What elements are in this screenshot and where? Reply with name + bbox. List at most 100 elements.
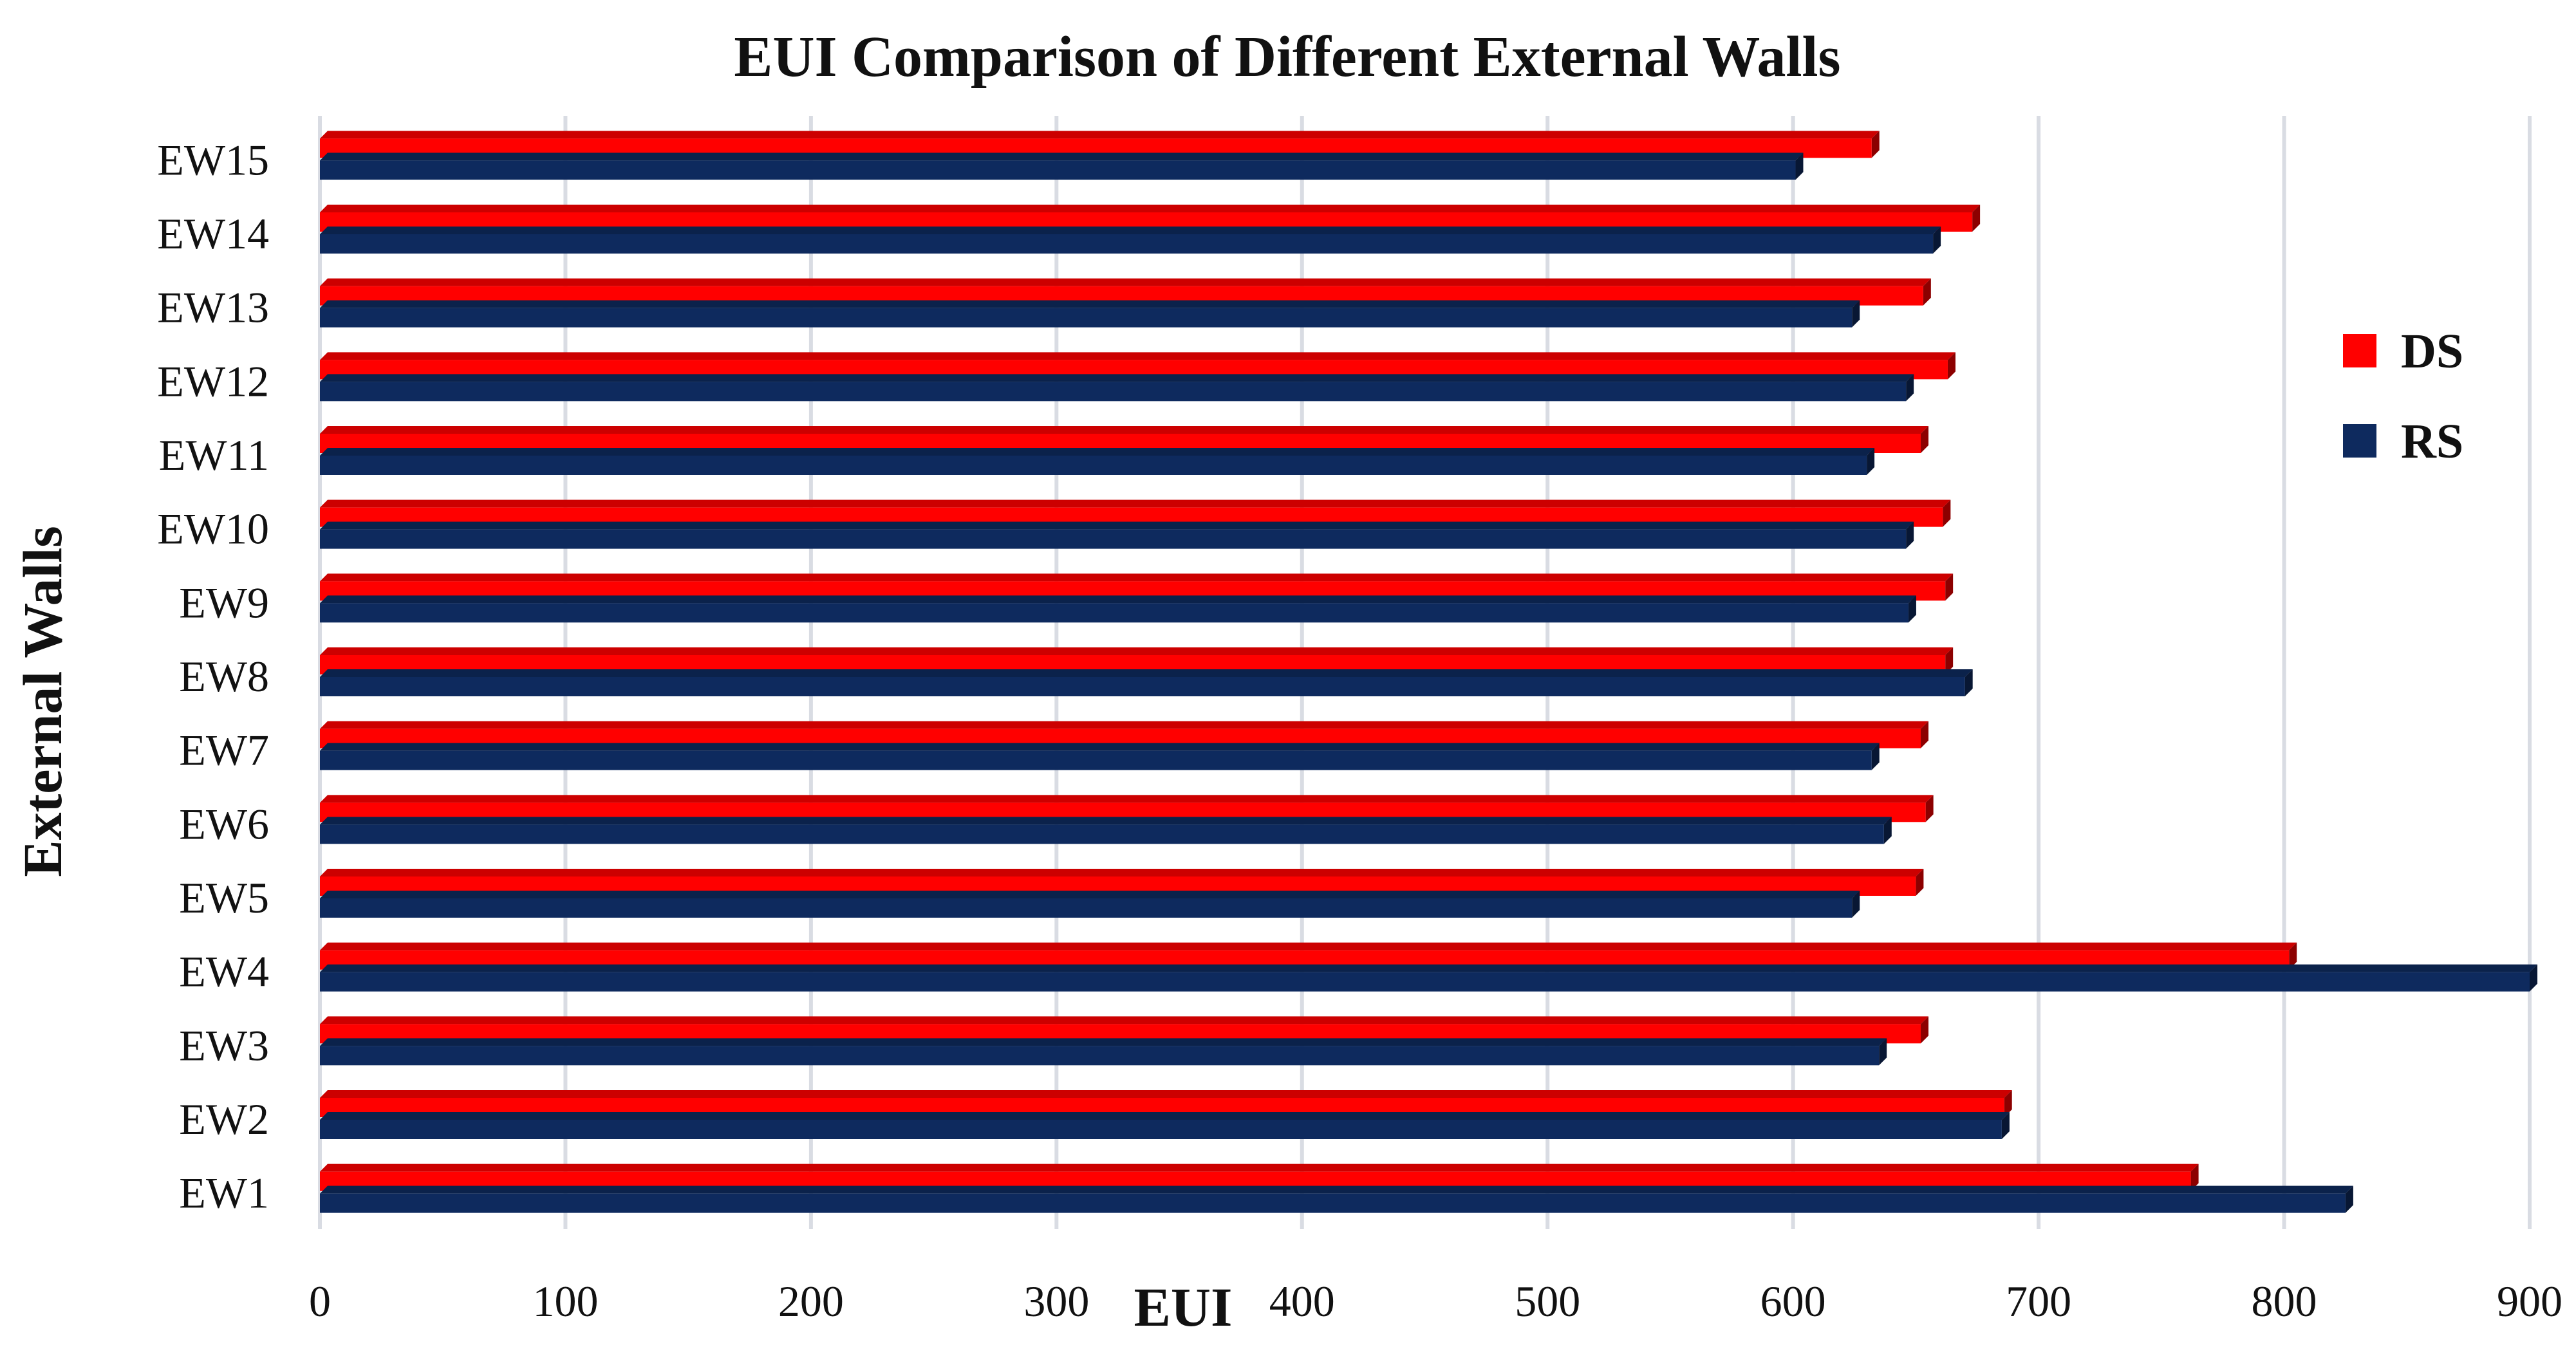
bar-ds-ew3-end xyxy=(1921,1016,1929,1044)
bar-rs-ew2 xyxy=(320,1120,2002,1139)
bar-ds-ew8-top xyxy=(320,647,1954,655)
bar-rs-ew11 xyxy=(320,456,1867,475)
x-tick-label-400: 400 xyxy=(1269,1277,1335,1326)
category-label-ew2: EW2 xyxy=(179,1095,269,1144)
bar-ds-ew13-end xyxy=(1923,278,1931,306)
category-label-ew6: EW6 xyxy=(179,799,269,848)
legend: DS RS xyxy=(2343,324,2463,468)
bar-rs-ew14-top xyxy=(320,227,1941,234)
bar-rs-ew1-end xyxy=(2345,1185,2353,1213)
bar-rs-ew11-end xyxy=(1867,448,1875,475)
legend-label-ds: DS xyxy=(2401,324,2463,378)
bar-ds-ew1-end xyxy=(2190,1164,2199,1191)
bar-ds-ew5-end xyxy=(1916,869,1924,896)
category-label-ew7: EW7 xyxy=(179,726,269,775)
x-tick-label-300: 300 xyxy=(1023,1277,1089,1326)
bar-rs-ew13-end xyxy=(1852,300,1860,328)
bar-ds-ew2-top xyxy=(320,1090,2012,1098)
bar-rs-ew12-end xyxy=(1906,374,1914,402)
bar-rs-ew12 xyxy=(320,382,1907,402)
bar-ds-ew12-end xyxy=(1947,352,1955,380)
category-label-ew4: EW4 xyxy=(179,947,269,996)
bar-rs-ew6-top xyxy=(320,817,1892,825)
bar-rs-ew8-top xyxy=(320,669,1973,677)
category-label-ew3: EW3 xyxy=(179,1021,269,1070)
category-label-ew1: EW1 xyxy=(179,1169,269,1218)
bar-ds-ew5-top xyxy=(320,869,1924,876)
bar-rs-ew9-top xyxy=(320,595,1916,604)
bar-rs-ew9-end xyxy=(1908,595,1916,623)
bar-rs-ew15 xyxy=(320,160,1796,180)
bar-ds-ew3-top xyxy=(320,1016,1929,1025)
x-tick-label-900: 900 xyxy=(2497,1277,2562,1326)
category-label-ew12: EW12 xyxy=(157,357,269,405)
bar-rs-ew1-top xyxy=(320,1185,2353,1194)
category-label-ew9: EW9 xyxy=(179,578,269,627)
bar-rs-ew7 xyxy=(320,750,1872,770)
x-tick-label-800: 800 xyxy=(2252,1277,2317,1326)
bar-rs-ew3 xyxy=(320,1046,1880,1066)
bar-ds-ew7-end xyxy=(1921,721,1929,748)
bar-rs-ew7-end xyxy=(1871,743,1880,770)
bar-ds-ew13-top xyxy=(320,278,1931,286)
x-tick-labels: 0 100 200 300 400 500 600 700 800 900 xyxy=(309,1277,2562,1326)
bar-rs-ew7-top xyxy=(320,743,1880,751)
category-label-ew13: EW13 xyxy=(157,283,269,332)
bar-rs-ew4-end xyxy=(2530,964,2537,992)
x-tick-label-200: 200 xyxy=(778,1277,844,1326)
bar-rs-ew10-end xyxy=(1906,521,1914,549)
bar-rs-ew13 xyxy=(320,308,1853,328)
bar-rs-ew4-top xyxy=(320,964,2537,972)
bar-ds-ew15-end xyxy=(1871,131,1880,158)
chart-title: EUI Comparison of Different External Wal… xyxy=(734,25,1840,89)
bar-ds-ew11-top xyxy=(320,426,1929,434)
bar-rs-ew6-end xyxy=(1883,817,1892,844)
bar-rs-ew10 xyxy=(320,529,1907,549)
category-label-ew5: EW5 xyxy=(179,873,269,922)
x-axis-title: EUI xyxy=(1134,1276,1233,1338)
bar-ds-ew4-end xyxy=(2289,942,2297,970)
bar-rs-ew5-top xyxy=(320,891,1860,898)
bar-ds-ew12-top xyxy=(320,352,1955,360)
category-label-ew8: EW8 xyxy=(179,652,269,701)
bar-ds-ew6-top xyxy=(320,795,1934,803)
x-tick-label-700: 700 xyxy=(2006,1277,2071,1326)
bar-rs-ew5 xyxy=(320,898,1853,918)
bar-ds-ew14-top xyxy=(320,205,1981,212)
legend-swatch-rs xyxy=(2343,424,2376,458)
bar-rs-ew15-end xyxy=(1795,153,1804,180)
bar-rs-ew8 xyxy=(320,677,1965,696)
bar-rs-ew9 xyxy=(320,603,1909,623)
bar-rs-ew13-top xyxy=(320,300,1860,308)
category-label-ew10: EW10 xyxy=(157,505,269,553)
bar-ds-ew10-top xyxy=(320,499,1951,508)
category-labels: EW1 EW2 EW3 EW4 EW5 EW6 EW7 EW8 EW9 EW10 EW11 EW12 E… xyxy=(157,135,269,1217)
bar-ds-ew4-top xyxy=(320,942,2297,951)
bar-ds-ew14-end xyxy=(1972,205,1981,232)
bar-ds-ew2-end xyxy=(2004,1090,2012,1117)
category-label-ew11: EW11 xyxy=(159,431,269,479)
bar-rs-ew3-end xyxy=(1879,1038,1887,1066)
bar-rs-ew11-top xyxy=(320,448,1875,456)
bar-ds-ew15-top xyxy=(320,131,1880,139)
bar-rs-ew5-end xyxy=(1852,891,1860,918)
bar-rs-ew12-top xyxy=(320,374,1914,382)
x-tick-label-600: 600 xyxy=(1760,1277,1826,1326)
bar-rs-ew4 xyxy=(320,972,2530,992)
bar-rs-ew14-end xyxy=(1933,227,1941,254)
bars xyxy=(320,131,2537,1213)
x-tick-label-500: 500 xyxy=(1515,1277,1580,1326)
bar-rs-ew8-end xyxy=(1965,669,1973,696)
bar-rs-ew2-top xyxy=(320,1112,2010,1120)
bar-ds-ew9-end xyxy=(1945,573,1954,601)
bar-rs-ew14 xyxy=(320,234,1934,254)
bar-rs-ew6 xyxy=(320,824,1884,844)
bar-ds-ew1-top xyxy=(320,1164,2199,1172)
x-tick-label-0: 0 xyxy=(309,1277,331,1326)
category-label-ew15: EW15 xyxy=(157,135,269,184)
x-tick-label-100: 100 xyxy=(532,1277,598,1326)
bar-ds-ew8-end xyxy=(1945,647,1954,674)
bar-ds-ew6-end xyxy=(1925,795,1934,822)
